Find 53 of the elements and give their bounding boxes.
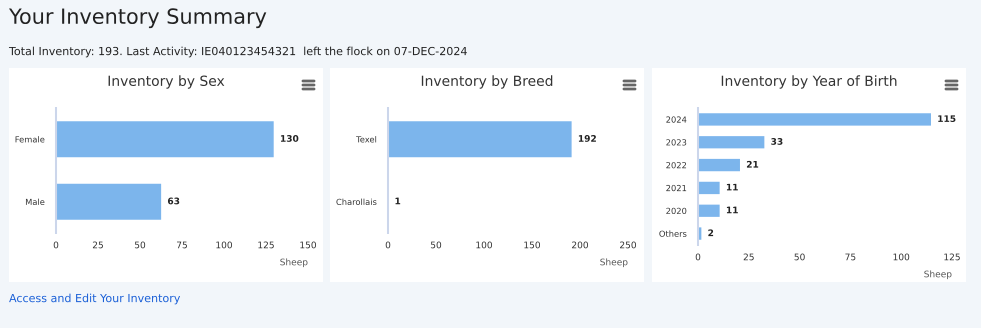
x-tick-label: 0 — [386, 241, 390, 248]
x-tick-label: 50 — [430, 241, 442, 248]
y-tick-label: 2020 — [666, 208, 686, 214]
x-tick-label: 75 — [176, 242, 187, 248]
y-tick-label: Charollais — [336, 198, 376, 206]
text: Your Inventory Summary — [8, 8, 266, 28]
x-tick-label: 100 — [894, 253, 910, 260]
chart-title: Inventory by Sex — [108, 75, 224, 89]
data-label: 21 — [746, 160, 758, 168]
x-tick-label: 250 — [620, 241, 636, 248]
x-tick-label: 50 — [794, 253, 805, 260]
y-tick-label: Texel — [356, 136, 376, 143]
x-tick-label: 100 — [476, 241, 492, 248]
x-axis-title: Sheep — [924, 270, 952, 280]
y-tick-label: 2021 — [666, 184, 686, 192]
x-axis-title: Sheep — [600, 258, 628, 268]
bar — [698, 134, 766, 150]
y-tick-label: 2024 — [666, 116, 686, 123]
x-tick-label: 75 — [845, 254, 856, 260]
x-tick-label: 50 — [134, 241, 146, 248]
chart-title: Inventory by Year of Birth — [722, 75, 896, 89]
chart-title: Inventory by Breed — [422, 75, 552, 89]
x-tick-label: 0 — [696, 253, 700, 260]
data-label: 2 — [708, 229, 714, 236]
x-tick-label: 200 — [572, 241, 588, 248]
y-tick-label: 2022 — [666, 162, 686, 168]
x-tick-label: 25 — [744, 253, 754, 260]
data-label: 33 — [771, 138, 782, 145]
text: Total Inventory: 193. Last Activity: IE040123454321 left the flock on 07-DEC-2024 — [8, 46, 467, 58]
data-label: 11 — [726, 206, 738, 214]
y-tick-label: Female — [16, 136, 44, 143]
x-tick-label: 100 — [216, 241, 232, 248]
y-tick-label: Others — [659, 230, 686, 237]
bar — [698, 180, 722, 196]
x-tick-label: 25 — [92, 241, 103, 248]
x-tick-label: 150 — [524, 241, 540, 248]
x-axis-title: Sheep — [280, 258, 308, 268]
data-label: 130 — [280, 135, 298, 142]
x-tick-label: 125 — [258, 241, 274, 248]
bar — [698, 203, 722, 218]
data-label: 115 — [938, 115, 956, 122]
data-label: 11 — [726, 184, 738, 190]
bar — [698, 158, 742, 173]
text: Access and Edit Your Inventory — [9, 294, 180, 304]
data-label: 63 — [168, 198, 180, 204]
y-tick-label: Male — [26, 198, 44, 206]
data-label: 192 — [578, 135, 596, 142]
y-tick-label: 2023 — [666, 139, 686, 146]
data-label: 1 — [396, 198, 400, 204]
bar — [698, 112, 932, 127]
x-tick-label: 150 — [300, 241, 316, 248]
x-tick-label: 125 — [944, 253, 960, 260]
x-tick-label: 0 — [54, 241, 58, 248]
